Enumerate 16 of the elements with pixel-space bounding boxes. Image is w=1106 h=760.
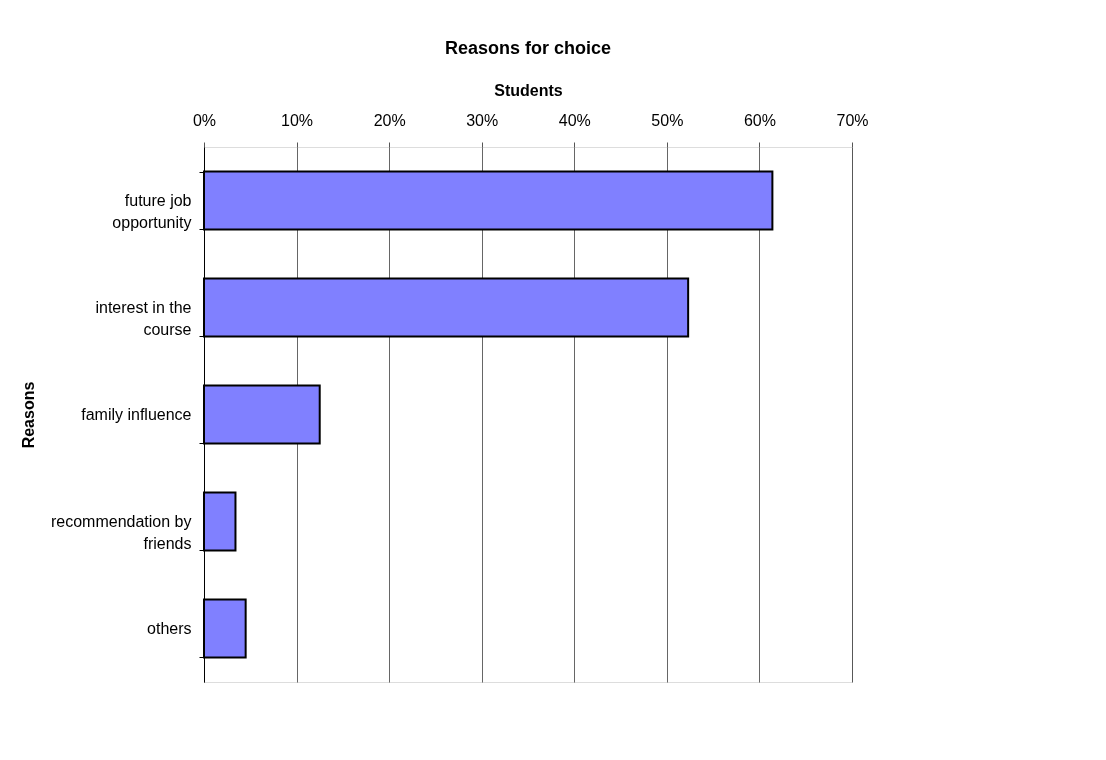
chart-title: Reasons for choice <box>444 38 612 58</box>
y-axis-title: Reasons <box>19 381 37 449</box>
y-tick-label: family influence <box>81 406 192 423</box>
x-tick-label: 40% <box>558 111 591 129</box>
x-tick-label: 20% <box>373 111 406 129</box>
x-tick-label: 30% <box>466 111 499 129</box>
y-tick-label: recommendation by friends <box>50 513 192 552</box>
x-axis-title: Students <box>494 81 563 99</box>
x-tick-label: 0% <box>192 111 217 129</box>
y-tick-label: others <box>147 620 192 637</box>
x-tick-label: 70% <box>836 111 869 129</box>
x-tick-label: 10% <box>281 111 314 129</box>
y-tick-label: interest in the course <box>95 299 192 338</box>
y-tick-label: future job opportunity <box>112 192 192 231</box>
x-tick-label: 50% <box>651 111 684 129</box>
x-tick-label: 60% <box>743 111 776 129</box>
